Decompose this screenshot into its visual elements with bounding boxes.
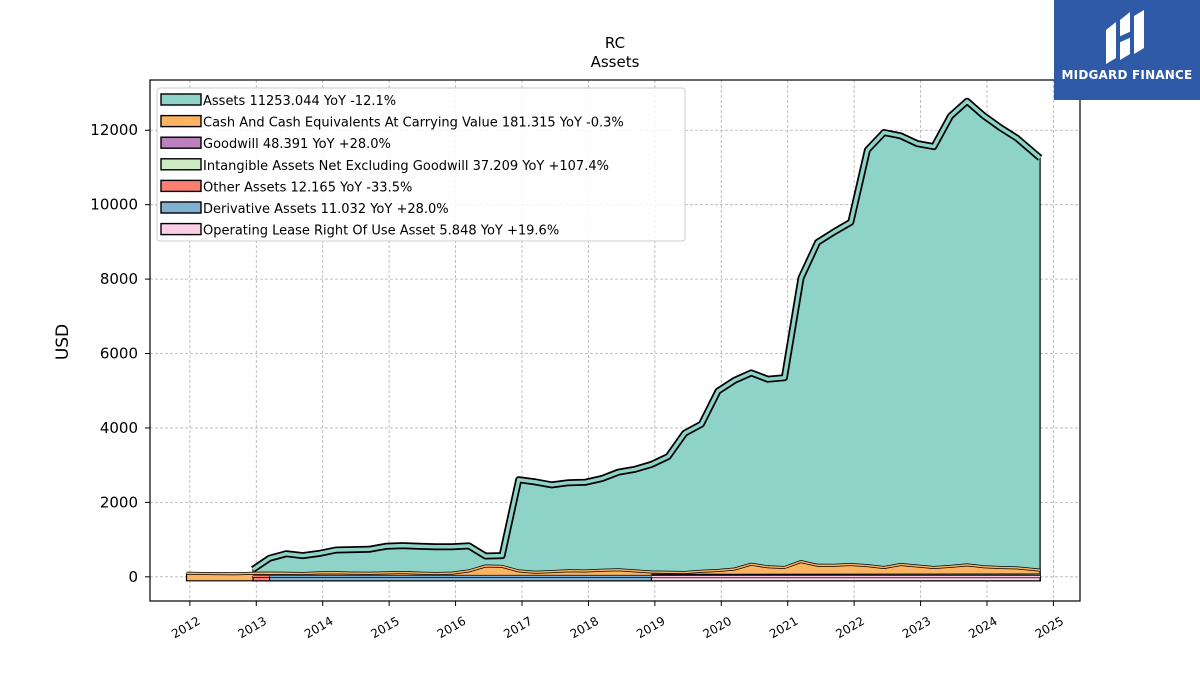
x-tick-label: 2024 [966,614,999,641]
y-tick-label: 0 [128,568,138,586]
series-line [252,99,1042,571]
legend-label: Intangible Assets Net Excluding Goodwill… [203,159,609,174]
legend-swatch [160,114,202,128]
brand-logo: MIDGARD FINANCE [1054,0,1200,100]
legend-swatch [160,158,202,171]
x-tick-label: 2013 [236,614,269,641]
legend-label: Cash And Cash Equivalents At Carrying Va… [203,116,624,131]
legend-label: Goodwill 48.391 YoY +28.0% [203,137,391,152]
legend-swatch [160,201,202,214]
y-tick-label: 6000 [100,345,138,363]
x-tick-label: 2021 [767,614,800,641]
x-tick-label: 2018 [568,614,601,641]
series-0 [251,97,1043,582]
y-tick-label: 4000 [100,419,138,437]
series-layer [185,97,1043,582]
brand-name: MIDGARD FINANCE [1061,68,1193,82]
legend-box [156,87,686,242]
legend-swatch [160,222,202,236]
chart-title: RC [605,34,625,52]
chart-subtitle: Assets [591,53,640,71]
series-6 [650,575,1041,582]
x-tick-label: 2016 [435,614,468,641]
y-tick-label: 8000 [100,270,138,288]
x-tick-label: 2015 [368,614,401,641]
series-5 [269,574,653,582]
legend-label: Operating Lease Right Of Use Asset 5.848… [203,224,559,239]
series-line [186,560,1041,575]
y-tick-label: 10000 [90,196,138,214]
x-tick-label: 2014 [302,614,335,641]
plot-frame [149,79,1081,602]
x-tick-label: 2012 [169,614,202,641]
x-tick-label: 2025 [1033,614,1066,641]
x-tick-label: 2022 [833,614,866,641]
legend-label: Derivative Assets 11.032 YoY +28.0% [203,202,449,217]
y-axis-label: USD [53,324,73,360]
legend: Assets 11253.044 YoY -12.1% Cash And Cash… [156,87,686,242]
legend-label: Other Assets 12.165 YoY -33.5% [203,180,412,195]
x-tick-label: 2023 [900,614,933,641]
legend-swatch [160,93,202,106]
x-tick-label: 2020 [701,614,734,641]
y-tick-label: 12000 [90,121,138,139]
x-tick-label: 2019 [634,614,667,641]
legend-swatch [160,136,202,149]
brand-logo-icon [1106,10,1144,64]
legend-label: Assets 11253.044 YoY -12.1% [203,94,396,109]
series-4 [252,574,271,582]
y-tick-label: 2000 [100,493,138,511]
legend-swatch [160,179,202,193]
x-tick-label: 2017 [501,614,534,641]
